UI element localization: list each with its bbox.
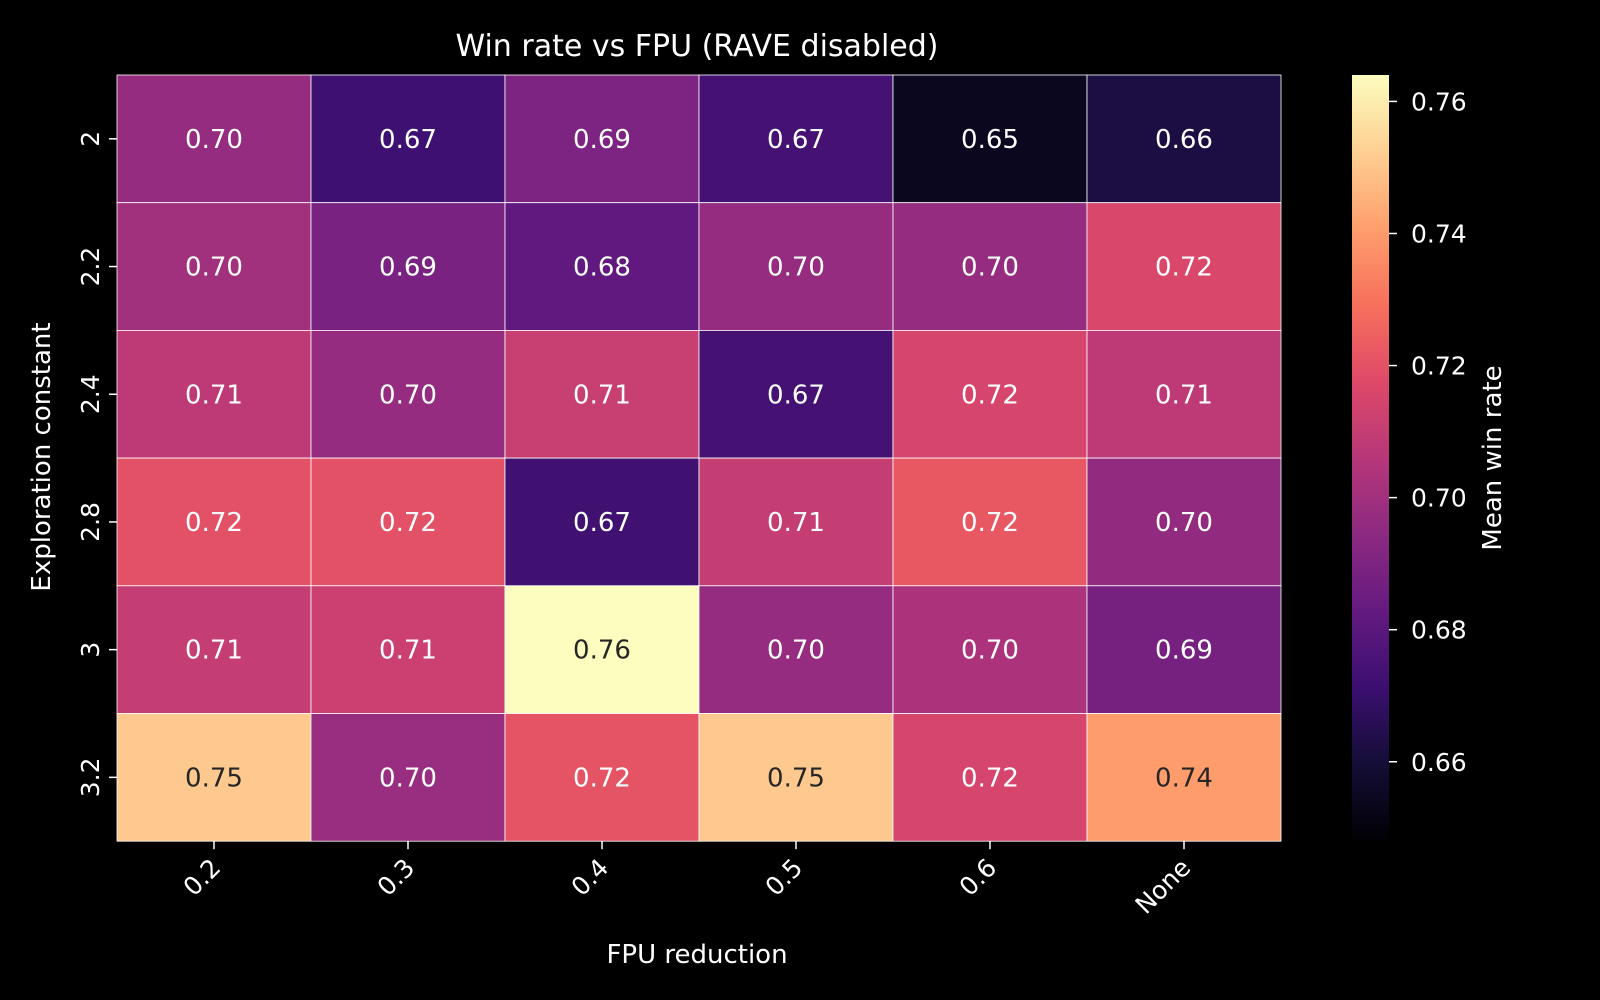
cell-value-label: 0.70 [767,636,825,666]
x-tick-label: 0.3 [372,853,421,902]
cell-value-label: 0.71 [767,508,825,538]
cell-value-label: 0.72 [961,508,1019,538]
x-tick-label: 0.5 [760,853,809,902]
cell-value-label: 0.72 [185,508,243,538]
cell-value-label: 0.67 [573,508,631,538]
cell-value-label: 0.67 [767,380,825,410]
cell-value-label: 0.75 [767,763,825,793]
heatmap-cell [504,457,700,587]
cell-value-label: 0.69 [573,125,631,155]
heatmap-cell [1086,74,1282,204]
heatmap-cell [116,585,312,714]
heatmap-cell [698,585,894,714]
heatmap-cell [504,329,700,459]
heatmap-cell [892,713,1088,842]
cell-value-label: 0.70 [185,253,243,283]
heatmap-cell [116,74,312,204]
x-tick-label: 0.6 [954,853,1003,902]
y-tick-label: 2.4 [76,374,105,414]
heatmap-cell [1086,329,1282,459]
cell-value-label: 0.71 [379,636,437,666]
x-tick-label: None [1130,853,1197,920]
cell-value-label: 0.67 [379,125,437,155]
cell-value-label: 0.70 [379,763,437,793]
colorbar-tick-label: 0.68 [1411,616,1467,645]
heatmap-cell [116,202,312,331]
heatmap-cell [310,74,506,204]
cell-value-label: 0.72 [1155,253,1213,283]
heatmap-cell [698,457,894,587]
colorbar-tick-label: 0.66 [1411,748,1467,777]
y-tick-label: 3.2 [76,757,105,797]
heatmap-cell [116,457,312,587]
cell-value-label: 0.71 [573,380,631,410]
cell-value-label: 0.69 [379,253,437,283]
heatmap-cell [698,74,894,204]
cell-value-label: 0.69 [1155,636,1213,666]
cell-value-label: 0.72 [379,508,437,538]
cell-value-label: 0.67 [767,125,825,155]
y-tick-label: 2 [76,131,105,147]
heatmap-cell [504,585,700,714]
cell-value-label: 0.72 [961,763,1019,793]
y-tick-label: 2.2 [76,247,105,287]
cell-value-label: 0.70 [961,253,1019,283]
cell-value-label: 0.70 [185,125,243,155]
heatmap-cell [1086,202,1282,331]
cell-value-label: 0.70 [1155,508,1213,538]
x-axis-label: FPU reduction [606,940,787,970]
colorbar-tick-label: 0.74 [1411,219,1467,248]
heatmap-cell [116,329,312,459]
heatmap-cell [698,202,894,331]
y-tick-label: 3 [76,642,105,658]
heatmap-cell [892,74,1088,204]
cell-value-label: 0.71 [185,636,243,666]
heatmap-cell [504,74,700,204]
cell-value-label: 0.70 [961,636,1019,666]
cell-value-label: 0.66 [1155,125,1213,155]
cell-value-label: 0.70 [379,380,437,410]
cell-value-label: 0.76 [573,636,631,666]
heatmap-cell [1086,713,1282,842]
colorbar-label: Mean win rate [1478,365,1508,550]
heatmap-cell [310,202,506,331]
y-axis-label: Exploration constant [27,322,57,591]
heatmap-cell [698,713,894,842]
cell-value-label: 0.72 [573,763,631,793]
cell-value-label: 0.74 [1155,763,1213,793]
heatmap-cell [310,585,506,714]
x-tick-label: 0.4 [566,853,615,902]
x-tick-label: 0.2 [178,853,227,902]
heatmap-cell [892,329,1088,459]
colorbar-tick-label: 0.76 [1411,87,1467,116]
colorbar-tick-label: 0.70 [1411,484,1467,513]
cell-value-label: 0.72 [961,380,1019,410]
cell-value-label: 0.75 [185,763,243,793]
colorbar [1352,75,1389,841]
heatmap-cell [1086,585,1282,714]
heatmap-cell [892,585,1088,714]
cell-value-label: 0.70 [767,253,825,283]
cell-value-label: 0.71 [1155,380,1213,410]
heatmap-cell [698,329,894,459]
heatmap-cell [116,713,312,842]
heatmap-cell [892,457,1088,587]
heatmap-cell [310,329,506,459]
chart-title: Win rate vs FPU (RAVE disabled) [455,29,938,64]
cell-value-label: 0.65 [961,125,1019,155]
heatmap-cell [310,457,506,587]
cell-value-label: 0.68 [573,253,631,283]
colorbar-tick-label: 0.72 [1411,352,1467,381]
y-tick-label: 2.8 [76,502,105,542]
cell-value-label: 0.71 [185,380,243,410]
heatmap-cell [1086,457,1282,587]
